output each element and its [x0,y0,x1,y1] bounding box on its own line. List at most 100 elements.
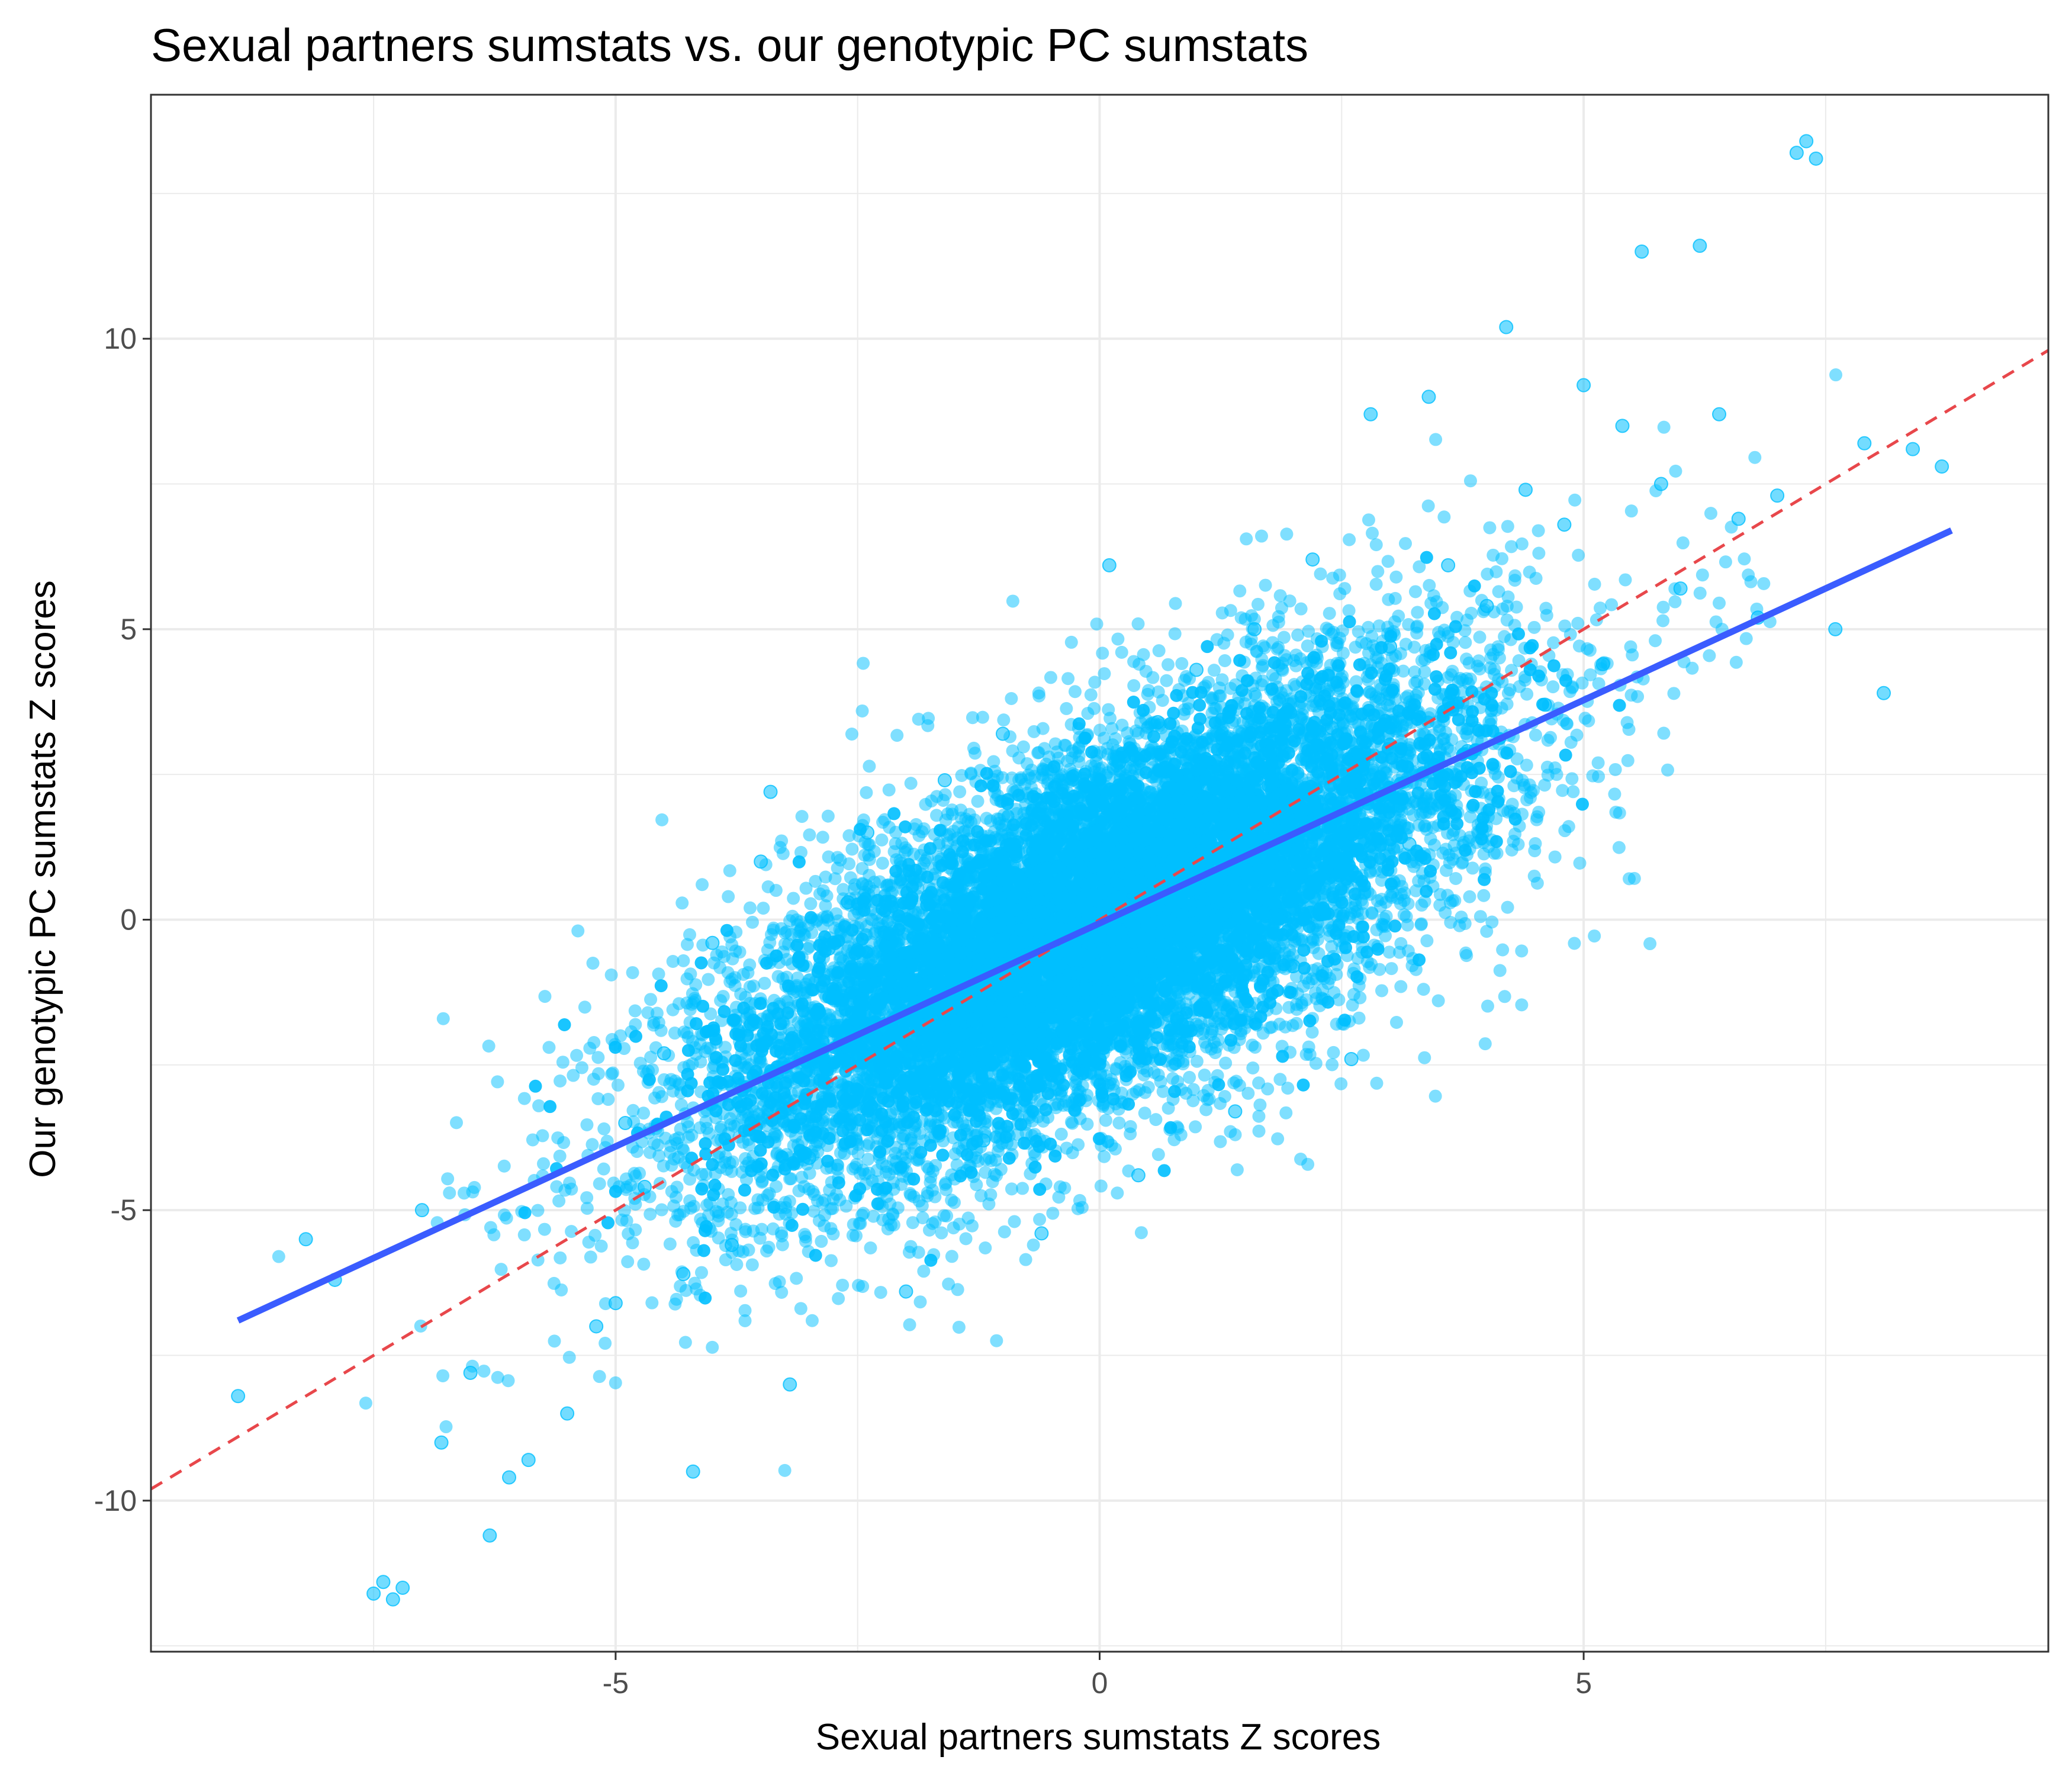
data-point [1532,524,1545,538]
data-point [491,1370,504,1384]
data-point [1657,726,1671,740]
data-point [1084,688,1098,702]
data-point [1515,998,1529,1012]
data-point [959,1232,973,1246]
data-point [1179,1086,1193,1100]
data-point [1137,648,1150,661]
data-point [1829,368,1843,382]
y-axis-title: Our genotypic PC sumstats Z scores [22,580,63,1178]
data-point [768,1277,782,1291]
data-point [1152,644,1166,658]
data-point [1271,1132,1285,1146]
data-point [1693,586,1707,600]
plot-data-layer [151,134,2048,1607]
data-point [836,1278,850,1292]
data-point [1498,990,1511,1003]
data-point [1564,735,1578,749]
data-point [805,1314,819,1327]
data-point [935,1226,948,1240]
data-point [531,1204,545,1217]
data-point [491,1075,504,1089]
data-point [1538,778,1552,792]
data-point [1098,1150,1111,1163]
data-point [1370,1076,1384,1090]
data-point [1044,671,1057,684]
data-point [628,1004,642,1018]
data-point [1757,577,1771,590]
data-point [1162,658,1175,671]
data-point [611,1078,625,1092]
data-point [565,1225,578,1238]
data-point [1199,1103,1213,1117]
data-point [1218,654,1231,667]
data-point [674,1279,687,1293]
data-point [1408,585,1422,599]
data-point [1366,526,1379,540]
data-point [1241,1086,1255,1100]
data-point [1273,589,1287,603]
data-point [1169,597,1182,610]
data-point [1397,664,1410,678]
data-point [1548,761,1562,775]
data-point [553,1149,567,1163]
data-point [272,1250,285,1263]
data-point [863,760,876,773]
data-point [1127,679,1141,693]
data-point [694,1266,708,1279]
data-point [1252,1109,1266,1123]
data-point [1483,521,1497,535]
data-point [1109,732,1122,745]
data-point [1463,474,1477,488]
data-point [738,1314,752,1327]
data-point [1347,987,1360,1001]
data-point [1626,648,1639,662]
data-point [1539,601,1553,615]
data-point [1005,1182,1018,1196]
data-point [594,1239,608,1253]
data-point [922,1223,936,1237]
data-point [570,1048,584,1062]
data-point [1149,1113,1163,1127]
data-point [1613,806,1626,820]
x-axis-title: Sexual partners sumstats Z scores [816,1717,1381,1758]
data-point [1219,1056,1233,1070]
data-point [652,1086,665,1099]
data-point [1588,577,1601,591]
data-point [1305,1025,1319,1039]
data-point [1466,861,1479,875]
data-point [532,1099,546,1112]
data-point [1111,1186,1124,1200]
data-point [655,1203,668,1217]
data-point [1356,1048,1370,1062]
data-point [1072,1138,1085,1151]
data-point [875,833,889,847]
data-point [1283,594,1296,608]
data-point [1703,649,1716,662]
data-point [1230,1163,1244,1177]
data-point [593,1370,606,1384]
data-point [1046,1206,1060,1220]
data-point [668,1297,682,1311]
data-point [1437,510,1451,524]
data-point [1411,606,1424,619]
data-point [1302,625,1315,638]
data-point [1094,1179,1108,1193]
data-point [497,1159,511,1173]
data-point [1429,433,1443,446]
data-point [1356,907,1369,921]
data-point [677,954,690,967]
data-point [1281,1082,1295,1095]
data-point [904,777,918,790]
data-point [1621,754,1635,767]
data-point [477,1365,491,1378]
data-point [1520,793,1534,807]
data-point [585,1138,599,1151]
data-point [599,1337,612,1350]
data-point [1492,585,1505,599]
data-point [1369,577,1383,591]
data-point [1389,1015,1403,1029]
data-point [787,892,800,905]
data-point [930,809,944,822]
data-point [580,1118,594,1131]
data-point [1008,1215,1021,1228]
